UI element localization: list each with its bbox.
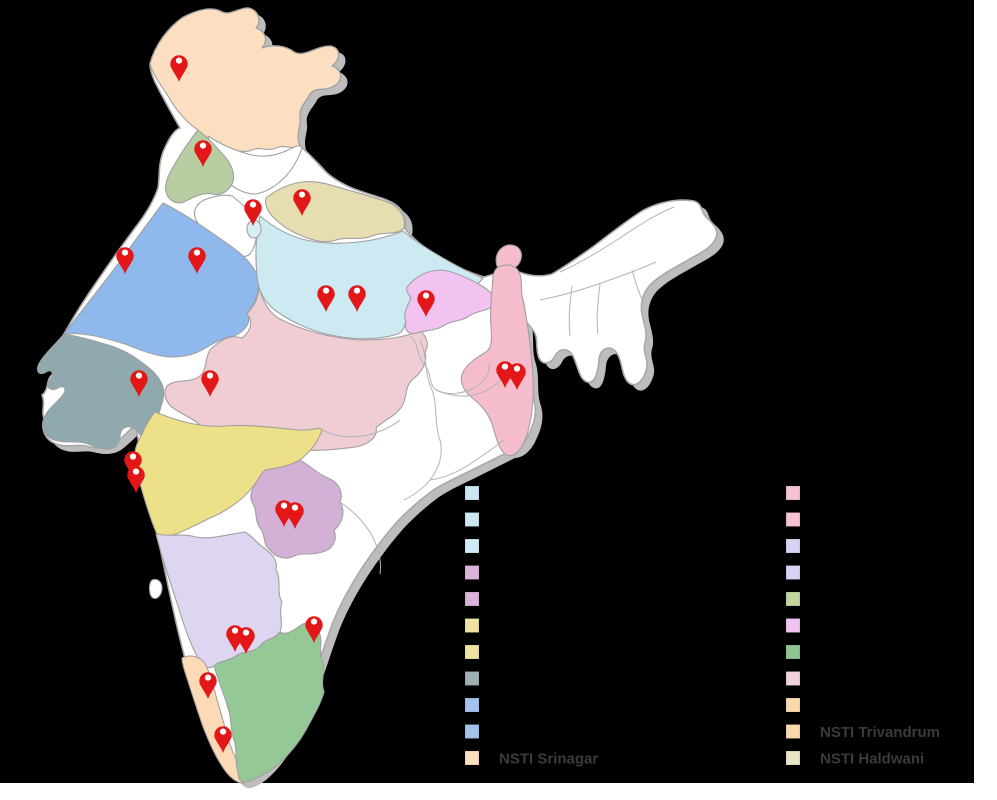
legend-swatch [464, 538, 480, 554]
legend-label: NSTI Haldwani [820, 751, 924, 768]
legend-swatch [464, 750, 480, 766]
state-gujarat [37, 333, 165, 450]
legend-swatch [785, 618, 801, 633]
legend-row [464, 538, 480, 554]
legend-swatch [785, 750, 801, 766]
legend-row [464, 671, 480, 686]
legend-swatch [464, 724, 480, 739]
legend-row [464, 485, 480, 501]
legend-swatch [464, 671, 480, 686]
legend-swatch [464, 644, 480, 660]
map-pin[interactable] [124, 451, 142, 478]
map-pin[interactable] [130, 370, 148, 397]
legend-row: NSTI Haldwani [785, 750, 924, 768]
map-pin[interactable] [188, 247, 206, 274]
legend-swatch [785, 538, 801, 554]
legend-row [785, 618, 801, 633]
legend-row [785, 512, 801, 527]
legend-swatch [785, 591, 801, 607]
map-pin[interactable] [194, 140, 212, 167]
legend-row: NSTI Srinagar [464, 750, 598, 768]
state-west-bengal [460, 264, 534, 457]
map-pin[interactable] [127, 466, 145, 493]
legend-row [464, 697, 480, 713]
legend-swatch [785, 485, 801, 501]
map-pin[interactable] [170, 55, 188, 82]
legend: NSTI Srinagar NSTI Trivandrum NSTI Haldwan… [464, 485, 940, 768]
legend-label: NSTI Srinagar [499, 751, 598, 768]
state-punjab [165, 129, 235, 204]
legend-swatch [785, 697, 801, 713]
legend-row: NSTI Trivandrum [785, 724, 940, 741]
legend-swatch [464, 618, 480, 633]
map-pin[interactable] [116, 247, 134, 274]
legend-row [464, 644, 480, 660]
map-pin[interactable] [237, 627, 255, 654]
legend-swatch [464, 485, 480, 501]
legend-row [785, 671, 801, 686]
legend-row [464, 591, 480, 607]
state-rajasthan [63, 202, 260, 358]
legend-swatch [785, 671, 801, 686]
legend-swatch [785, 565, 801, 580]
legend-swatch [785, 512, 801, 527]
pins-layer [116, 55, 526, 753]
legend-row [464, 512, 480, 527]
legend-label: NSTI Trivandrum [820, 724, 940, 741]
legend-row [464, 618, 480, 633]
map-pin[interactable] [201, 370, 219, 397]
legend-row [785, 538, 801, 554]
state-bihar [404, 269, 496, 334]
legend-row [785, 644, 801, 660]
map-pin[interactable] [293, 189, 311, 216]
legend-swatch [464, 565, 480, 580]
legend-row [785, 697, 801, 713]
legend-row [785, 565, 801, 580]
map-pin[interactable] [508, 363, 526, 390]
map-pin[interactable] [214, 726, 232, 753]
legend-row [464, 724, 480, 739]
map-pin[interactable] [199, 672, 217, 699]
map-pin[interactable] [244, 199, 262, 226]
legend-swatch [464, 512, 480, 527]
map-pin[interactable] [417, 290, 435, 317]
map-pin[interactable] [317, 285, 335, 312]
legend-row [785, 591, 801, 607]
legend-swatch [785, 724, 801, 739]
state-goa [148, 578, 163, 599]
map-pin[interactable] [286, 502, 304, 529]
internal-borders [321, 206, 675, 575]
legend-swatch [464, 697, 480, 713]
map-pin[interactable] [348, 285, 366, 312]
legend-swatch [785, 644, 801, 660]
legend-row [785, 485, 801, 501]
legend-swatch [464, 591, 480, 607]
state-tamil-nadu [213, 621, 325, 783]
legend-row [464, 565, 480, 580]
map-pin[interactable] [305, 616, 323, 643]
